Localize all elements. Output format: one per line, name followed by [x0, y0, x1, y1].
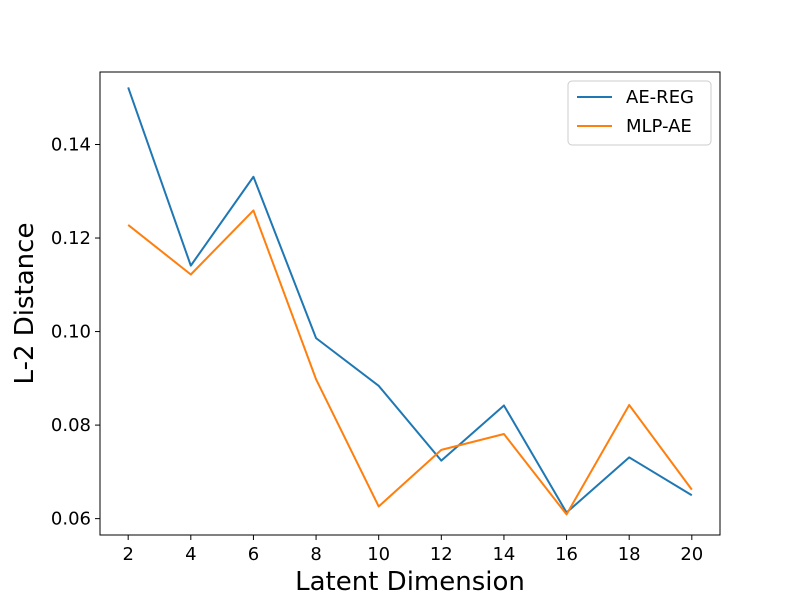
legend: AE-REG MLP-AE — [567, 80, 712, 146]
y-tick-label: 0.08 — [51, 415, 91, 436]
y-tick-label: 0.14 — [51, 134, 91, 155]
x-tick-label: 18 — [618, 544, 641, 565]
y-tick-label: 0.12 — [51, 228, 91, 249]
plot-area — [99, 71, 721, 536]
x-tick-label: 14 — [492, 544, 515, 565]
x-tick-label: 12 — [430, 544, 453, 565]
legend-label-ae-reg: AE-REG — [626, 87, 694, 108]
series-line-mlp-ae — [127, 209, 693, 516]
x-tick-label: 20 — [680, 544, 703, 565]
legend-label-mlp-ae: MLP-AE — [626, 116, 692, 137]
x-tick-label: 8 — [310, 544, 321, 565]
plot-frame — [99, 71, 721, 536]
y-tick-label: 0.06 — [51, 509, 91, 530]
x-tick-label: 2 — [122, 544, 133, 565]
y-axis-label: L-2 Distance — [10, 223, 40, 385]
x-axis-ticks: 2 4 6 8 10 12 14 16 18 20 — [122, 535, 703, 565]
series-line-ae-reg — [127, 87, 693, 514]
x-tick-label: 16 — [555, 544, 578, 565]
x-tick-label: 6 — [248, 544, 259, 565]
y-axis-ticks: 0.06 0.08 0.10 0.12 0.14 — [51, 134, 100, 530]
series-layer — [127, 87, 693, 516]
x-axis-label: Latent Dimension — [295, 567, 525, 597]
x-tick-label: 10 — [367, 544, 390, 565]
x-tick-label: 4 — [185, 544, 196, 565]
y-tick-label: 0.10 — [51, 322, 91, 343]
